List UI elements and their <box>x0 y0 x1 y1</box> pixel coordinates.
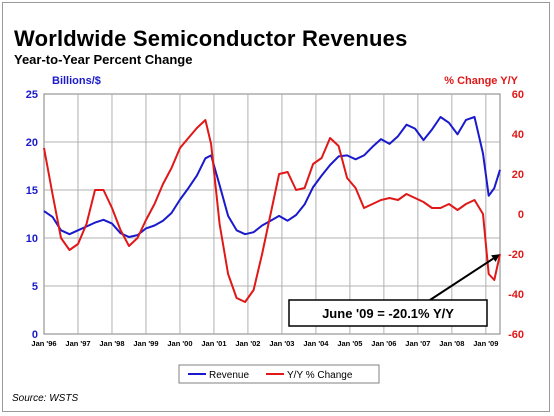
chart-title: Worldwide Semiconductor Revenues <box>14 26 408 51</box>
left-axis-label: Billions/$ <box>52 75 101 87</box>
left-tick-label: 10 <box>26 233 38 245</box>
right-tick-label: 40 <box>512 129 524 141</box>
chart-subtitle: Year-to-Year Percent Change <box>14 52 193 67</box>
x-tick-label: Jan '02 <box>235 339 260 348</box>
right-axis-ticks: -60 -40 -20 0 20 40 60 <box>508 89 524 341</box>
right-tick-label: 0 <box>518 209 524 221</box>
left-tick-label: 15 <box>26 185 38 197</box>
legend: Revenue Y/Y % Change <box>188 370 353 381</box>
left-tick-label: 25 <box>26 89 38 101</box>
legend-label: Revenue <box>209 370 249 381</box>
series-group <box>43 116 501 303</box>
left-tick-label: 20 <box>26 137 38 149</box>
x-tick-label: Jan '97 <box>65 339 90 348</box>
right-tick-label: 60 <box>512 89 524 101</box>
annotation-arrow-head <box>491 254 500 262</box>
source-note: Source: WSTS <box>12 393 79 404</box>
annotation-text: June '09 = -20.1% Y/Y <box>322 306 454 321</box>
plot-area <box>43 93 501 335</box>
right-tick-label: -40 <box>508 289 524 301</box>
x-tick-label: Jan '96 <box>31 339 56 348</box>
annotation-box <box>288 299 488 327</box>
x-tick-label: Jan '08 <box>439 339 464 348</box>
right-tick-label: 20 <box>512 169 524 181</box>
x-tick-label: Jan '09 <box>473 339 498 348</box>
yoy-change-line <box>43 119 501 303</box>
x-tick-label: Jan '03 <box>269 339 294 348</box>
right-axis-label: % Change Y/Y <box>444 75 518 87</box>
x-tick-label: Jan '04 <box>303 339 329 348</box>
left-tick-label: 0 <box>32 329 38 341</box>
x-tick-label: Jan '07 <box>405 339 430 348</box>
left-tick-label: 5 <box>32 281 38 293</box>
x-tick-label: Jan '05 <box>337 339 362 348</box>
annotation-arrow <box>429 257 494 301</box>
grid-lines <box>44 94 500 334</box>
x-tick-label: Jan '00 <box>167 339 192 348</box>
x-tick-label: Jan '98 <box>99 339 124 348</box>
x-axis-ticks: Jan '96 Jan '97 Jan '98 Jan '99 Jan '00 Jan '… <box>31 339 498 348</box>
right-tick-label: -20 <box>508 249 524 261</box>
x-tick-label: Jan '06 <box>371 339 396 348</box>
x-tick-label: Jan '99 <box>133 339 158 348</box>
right-tick-label: -60 <box>508 329 524 341</box>
x-tick-label: Jan '01 <box>201 339 226 348</box>
legend-label: Y/Y % Change <box>287 370 353 381</box>
left-axis-ticks: 0 5 10 15 20 25 <box>26 89 38 341</box>
